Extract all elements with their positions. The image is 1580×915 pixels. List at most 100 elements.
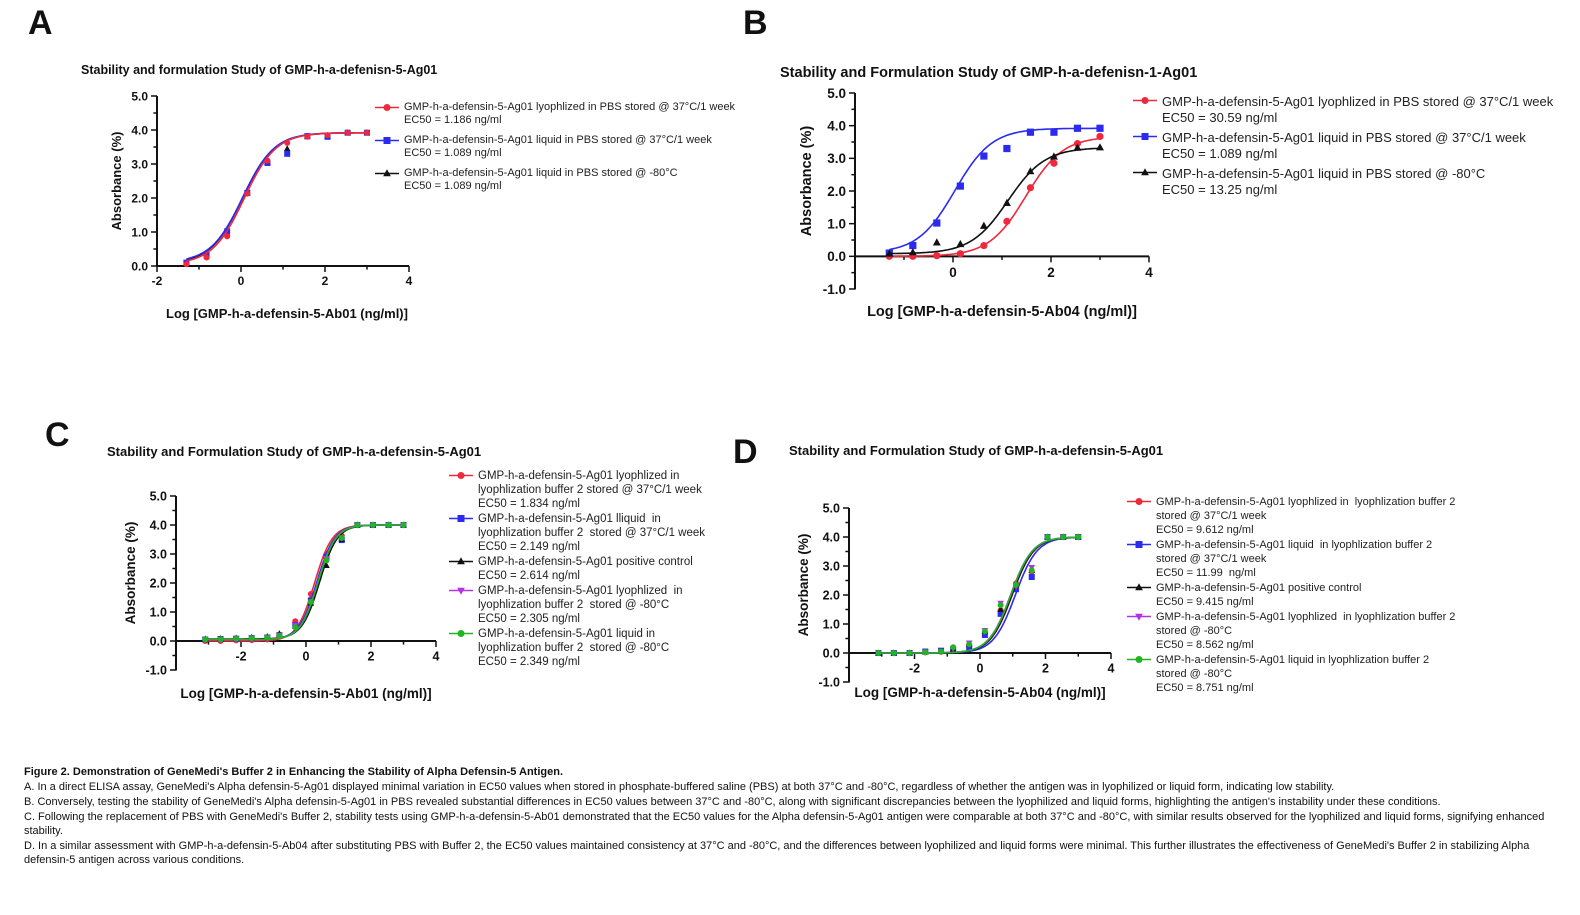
y-tick-label: 5.0 — [131, 89, 148, 103]
legend-ec50: EC50 = 2.349 ng/ml — [478, 656, 580, 668]
data-point — [369, 522, 376, 528]
data-point — [980, 152, 988, 160]
chart-c: Stability and Formulation Study of GMP-h… — [107, 444, 481, 701]
data-point — [938, 648, 945, 655]
data-point — [284, 139, 291, 146]
data-point — [1060, 534, 1067, 540]
legend-marker-triangle-icon — [449, 557, 473, 565]
data-point — [966, 644, 973, 651]
legend-marker-triangle-down-icon — [449, 587, 473, 595]
chart-title: Stability and Formulation Study of GMP-h… — [789, 443, 1163, 458]
data-point — [933, 252, 941, 260]
y-tick-label: 5.0 — [150, 490, 167, 504]
legend-a: GMP-h-a-defensin-5-Ag01 lyophlized in PB… — [374, 101, 735, 200]
caption-paragraph-d: D. In a similar assessment with GMP-h-a-… — [24, 840, 1530, 866]
y-tick-label: -1.0 — [818, 676, 840, 690]
legend-marker — [457, 630, 465, 637]
data-point — [890, 650, 897, 656]
fit-curve — [205, 524, 404, 642]
data-point — [997, 602, 1004, 609]
figure-caption: Figure 2. Demonstration of GeneMedi's Bu… — [24, 765, 1564, 868]
legend-label: GMP-h-a-defensin-5-Ag01 liquid in PBS st… — [1162, 166, 1486, 181]
legend-item: GMP-h-a-defensin-5-Ag01 liquid in PBS st… — [374, 134, 735, 160]
y-tick-label: 3.0 — [131, 157, 148, 171]
data-point — [183, 261, 190, 268]
legend-marker — [457, 472, 465, 479]
x-tick-label: 0 — [303, 650, 310, 664]
data-point — [922, 649, 929, 656]
data-point — [906, 650, 913, 656]
data-point — [1075, 534, 1082, 540]
legend-item: GMP-h-a-defensin-5-Ag01 liquid in PBS st… — [1132, 166, 1553, 198]
data-point — [264, 157, 271, 164]
legend-label: GMP-h-a-defensin-5-Ag01 liquid in PBS st… — [404, 167, 678, 179]
chart-title: Stability and formulation Study of GMP-h… — [81, 63, 437, 77]
legend-marker-square-icon — [375, 137, 399, 144]
data-point — [981, 632, 988, 639]
legend-ec50: EC50 = 13.25 ng/ml — [1162, 182, 1278, 197]
legend-ec50: EC50 = 2.149 ng/ml — [478, 541, 580, 553]
legend-marker — [1135, 656, 1143, 663]
series-0 — [885, 132, 1104, 260]
data-point — [1050, 128, 1058, 136]
series-2 — [875, 533, 1082, 656]
series-3 — [201, 522, 407, 644]
legend-marker — [1141, 97, 1149, 104]
x-tick-label: 4 — [406, 274, 413, 288]
legend-ec50: EC50 = 30.59 ng/ml — [1162, 110, 1278, 125]
fit-curve — [878, 536, 1079, 654]
data-point — [1096, 143, 1104, 151]
legend-label: GMP-h-a-defensin-5-Ag01 lyophlized in ly… — [478, 470, 702, 496]
data-point — [203, 254, 210, 261]
series-0 — [183, 129, 371, 266]
panel-letter-a: A — [28, 4, 53, 42]
data-point — [875, 650, 882, 656]
legend-item: GMP-h-a-defensin-5-Ag01 liquid in lyophl… — [1126, 538, 1455, 580]
legend-marker — [457, 587, 465, 595]
x-tick-label: 0 — [238, 274, 245, 288]
chart-d: Stability and Formulation Study of GMP-h… — [789, 443, 1163, 700]
data-point — [980, 241, 988, 250]
series-0 — [875, 534, 1082, 656]
data-point — [979, 221, 988, 229]
data-point — [1003, 217, 1011, 225]
x-tick-label: 4 — [1145, 265, 1153, 280]
data-point — [385, 522, 392, 528]
y-tick-label: -1.0 — [145, 664, 167, 678]
y-axis-label: Absorbance (%) — [123, 522, 138, 625]
data-point — [966, 641, 973, 648]
legend-label: GMP-h-a-defensin-5-Ag01 liquid in PBS st… — [1162, 130, 1526, 145]
data-point — [276, 632, 283, 639]
series-2 — [885, 143, 1104, 257]
legend-label: GMP-h-a-defensin-5-Ag01 positive control — [1156, 582, 1362, 594]
legend-marker — [1135, 613, 1143, 621]
y-tick-label: 3.0 — [150, 548, 167, 562]
data-point — [885, 249, 894, 257]
legend-label: GMP-h-a-defensin-5-Ag01 lyophlized in PB… — [1162, 94, 1554, 109]
legend-label: GMP-h-a-defensin-5-Ag01 lyophlized in PB… — [404, 101, 736, 113]
caption-paragraph-b: B. Conversely, testing the stability of … — [24, 796, 1441, 808]
legend-marker-circle-icon — [449, 472, 473, 479]
y-tick-label: 0.0 — [131, 259, 148, 273]
data-point — [1049, 152, 1058, 160]
legend-ec50: EC50 = 1.089 ng/ml — [404, 147, 502, 159]
data-point — [323, 557, 330, 564]
data-point — [202, 636, 209, 643]
legend-marker — [1135, 541, 1143, 548]
legend-marker — [1141, 133, 1149, 140]
data-point — [1013, 581, 1020, 588]
data-point — [1044, 534, 1051, 540]
x-axis-label: Log [GMP-h-a-defensin-5-Ab04 (ng/ml)] — [867, 304, 1137, 320]
data-point — [304, 133, 311, 140]
fit-curve — [186, 132, 367, 261]
caption-paragraph-c: C. Following the replacement of PBS with… — [24, 811, 1545, 837]
x-tick-label: 4 — [433, 650, 440, 664]
y-tick-label: 4.0 — [131, 123, 148, 137]
legend-ec50: EC50 = 9.415 ng/ml — [1156, 596, 1254, 608]
legend-ec50: EC50 = 9.612 ng/ml — [1156, 524, 1254, 536]
legend-d: GMP-h-a-defensin-5-Ag01 lyophlized in ly… — [1126, 495, 1455, 696]
legend-label: GMP-h-a-defensin-5-Ag01 lyophlized in ly… — [1156, 496, 1456, 522]
chart-title: Stability and Formulation Study of GMP-h… — [107, 444, 481, 459]
legend-label: GMP-h-a-defensin-5-Ag01 positive control — [478, 556, 693, 568]
